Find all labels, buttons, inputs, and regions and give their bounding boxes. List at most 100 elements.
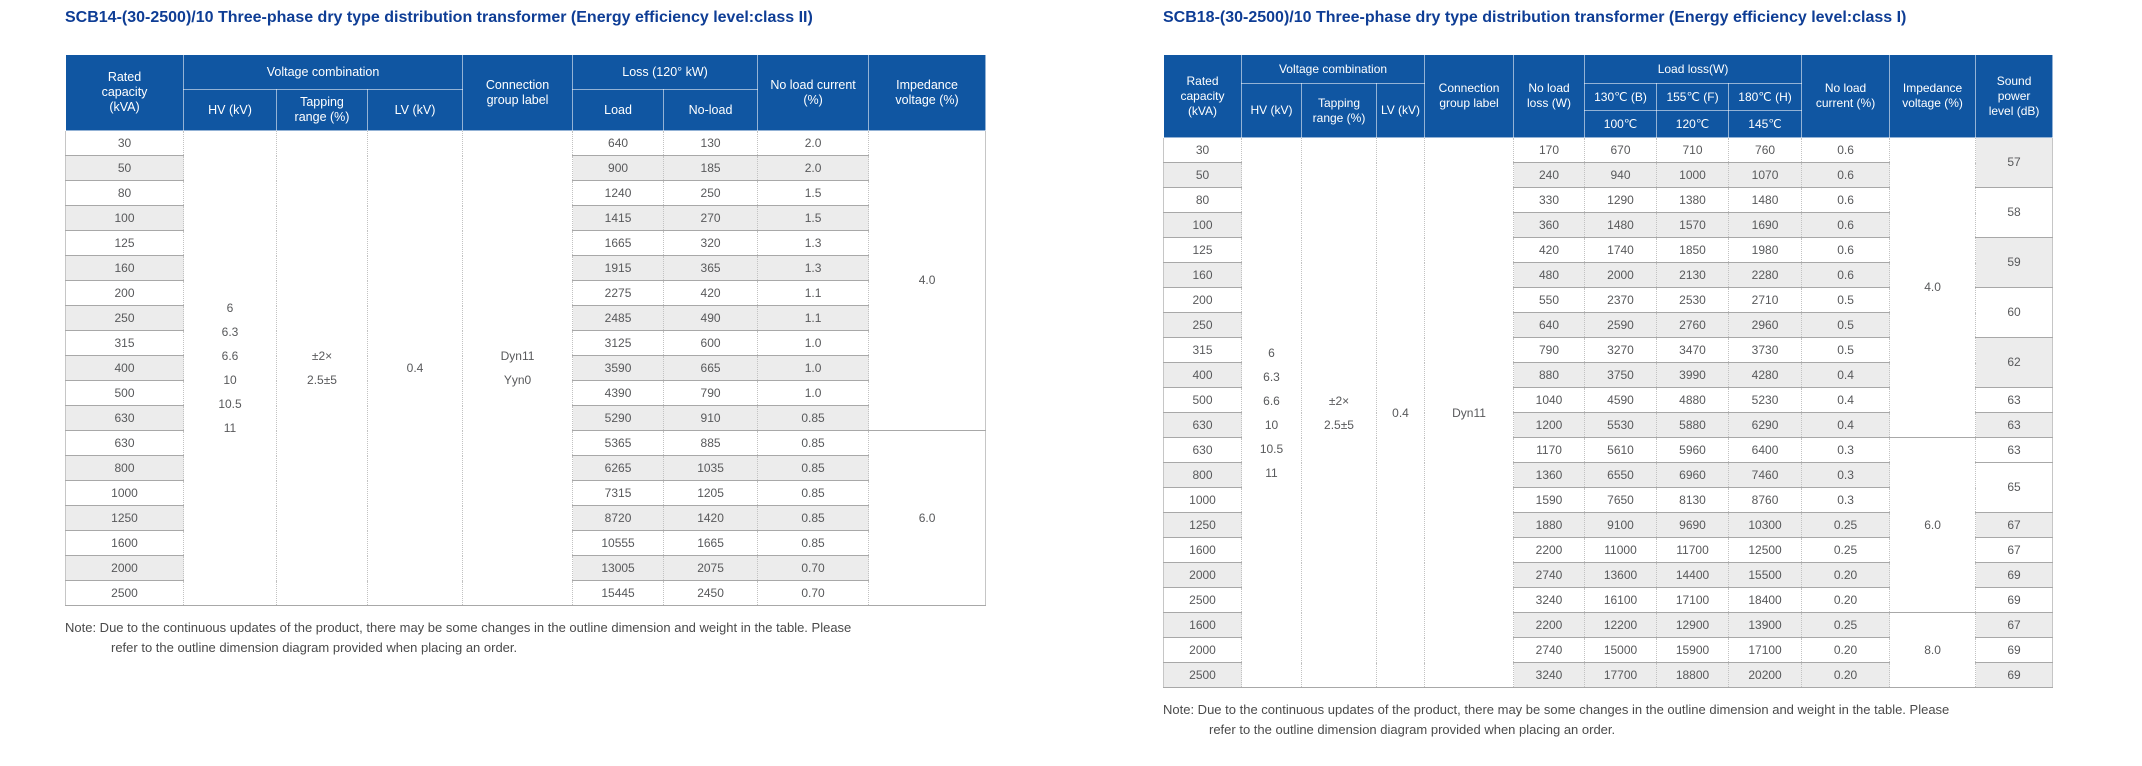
cell-impedance-voltage: 6.0 [868,430,987,606]
cell-hv: 6 6.3 6.6 10 10.5 11 [183,130,277,606]
header-impedance-voltage: Impedance voltage (%) [1889,54,1977,138]
cell-no-load-current: 0.5 [1801,287,1891,313]
cell-load-loss-130c: 4590 [1584,387,1658,413]
header-180c-h: 180℃ (H) [1728,83,1803,111]
cell-load-loss-130c: 17700 [1584,662,1658,688]
cell-no-load-loss: 240 [1513,162,1586,188]
cell-impedance-voltage: 6.0 [1889,437,1977,613]
cell-tapping-range: ±2× 2.5±5 [276,130,368,606]
header-130c-b: 130℃ (B) [1584,83,1658,111]
cell-no-load-loss: 2740 [1513,637,1586,663]
cell-load-loss: 640 [572,130,665,156]
cell-no-load-loss: 1665 [663,530,759,556]
cell-no-load-current: 0.6 [1801,187,1891,213]
cell-no-load-loss: 490 [663,305,759,331]
cell-load-loss-155c: 2530 [1656,287,1730,313]
cell-rated-capacity: 400 [65,355,184,381]
cell-no-load-loss: 2200 [1513,537,1586,563]
cell-load-loss-180c: 8760 [1728,487,1803,513]
cell-load-loss-130c: 3270 [1584,337,1658,363]
cell-load-loss-180c: 18400 [1728,587,1803,613]
cell-sound-power-level: 69 [1975,587,2054,613]
cell-load-loss-155c: 5880 [1656,412,1730,438]
header-no-load-loss: No load loss (W) [1513,54,1586,138]
cell-load-loss-130c: 2590 [1584,312,1658,338]
cell-no-load-loss: 480 [1513,262,1586,288]
cell-load-loss: 2275 [572,280,665,306]
cell-load-loss-155c: 17100 [1656,587,1730,613]
cell-load-loss-180c: 1690 [1728,212,1803,238]
cell-no-load-loss: 1205 [663,480,759,506]
cell-no-load-current: 0.20 [1801,562,1891,588]
cell-rated-capacity: 80 [1163,187,1242,213]
cell-load-loss-130c: 15000 [1584,637,1658,663]
cell-load-loss: 7315 [572,480,665,506]
cell-load-loss: 8720 [572,505,665,531]
cell-load-loss-180c: 10300 [1728,512,1803,538]
header-lv: LV (kV) [1375,83,1426,138]
cell-load-loss-155c: 2760 [1656,312,1730,338]
cell-load-loss-180c: 5230 [1728,387,1803,413]
header-155c-f: 155℃ (F) [1656,83,1730,111]
header-100c: 100℃ [1584,110,1658,138]
cell-no-load-loss: 1590 [1513,487,1586,513]
cell-no-load-current: 0.25 [1801,537,1891,563]
cell-rated-capacity: 800 [1163,462,1242,488]
scb18-table-title: SCB18-(30-2500)/10 Three-phase dry type … [1163,9,1907,26]
cell-load-loss-130c: 3750 [1584,362,1658,388]
cell-load-loss: 1665 [572,230,665,256]
cell-no-load-loss: 600 [663,330,759,356]
cell-lv: 0.4 [1375,137,1426,688]
header-connection-group-label: Connection group label [1424,54,1515,138]
cell-load-loss-180c: 6290 [1728,412,1803,438]
cell-no-load-loss: 910 [663,405,759,431]
cell-rated-capacity: 250 [65,305,184,331]
cell-sound-power-level: 59 [1975,237,2054,288]
cell-load-loss-180c: 2960 [1728,312,1803,338]
cell-impedance-voltage: 4.0 [868,130,987,431]
cell-load-loss-180c: 1070 [1728,162,1803,188]
cell-load-loss-130c: 2000 [1584,262,1658,288]
cell-load-loss-155c: 8130 [1656,487,1730,513]
cell-no-load-current: 1.1 [757,305,870,331]
header-voltage-combination: Voltage combination [182,54,464,90]
cell-lv: 0.4 [366,130,464,606]
cell-tapping-range: ±2× 2.5±5 [1301,137,1377,688]
cell-load-loss: 1415 [572,205,665,231]
cell-load-loss-155c: 1380 [1656,187,1730,213]
cell-rated-capacity: 630 [1163,437,1242,463]
cell-load-loss-155c: 12900 [1656,612,1730,638]
cell-rated-capacity: 50 [1163,162,1242,188]
cell-no-load-loss: 885 [663,430,759,456]
cell-load-loss: 13005 [572,555,665,581]
cell-load-loss: 2485 [572,305,665,331]
cell-load-loss-180c: 1480 [1728,187,1803,213]
cell-rated-capacity: 315 [1163,337,1242,363]
cell-no-load-current: 0.6 [1801,162,1891,188]
cell-rated-capacity: 1600 [1163,612,1242,638]
cell-load-loss-180c: 760 [1728,137,1803,163]
cell-sound-power-level: 63 [1975,387,2054,413]
cell-no-load-current: 0.85 [757,530,870,556]
cell-no-load-loss: 360 [1513,212,1586,238]
scb18-spec-table: Rated capacity (kVA) Voltage combination C… [1163,54,2054,688]
cell-rated-capacity: 315 [65,330,184,356]
header-lv: LV (kV) [366,89,464,131]
cell-rated-capacity: 30 [1163,137,1242,163]
cell-no-load-loss: 1040 [1513,387,1586,413]
cell-no-load-current: 0.4 [1801,387,1891,413]
header-rated-capacity: Rated capacity (kVA) [1163,54,1242,138]
cell-hv: 6 6.3 6.6 10 10.5 11 [1241,137,1302,688]
header-impedance-voltage: Impedance voltage (%) [868,54,987,131]
cell-load-loss-155c: 2130 [1656,262,1730,288]
cell-load-loss-155c: 15900 [1656,637,1730,663]
scb18-note: Note: Due to the continuous updates of t… [1163,700,2052,740]
cell-rated-capacity: 200 [1163,287,1242,313]
header-no-load-current: No load current (%) [1801,54,1891,138]
cell-no-load-loss: 880 [1513,362,1586,388]
cell-no-load-loss: 3240 [1513,587,1586,613]
cell-no-load-current: 0.70 [757,555,870,581]
cell-load-loss-155c: 710 [1656,137,1730,163]
header-tapping-range: Tapping range (%) [1301,83,1377,138]
cell-load-loss-155c: 1000 [1656,162,1730,188]
